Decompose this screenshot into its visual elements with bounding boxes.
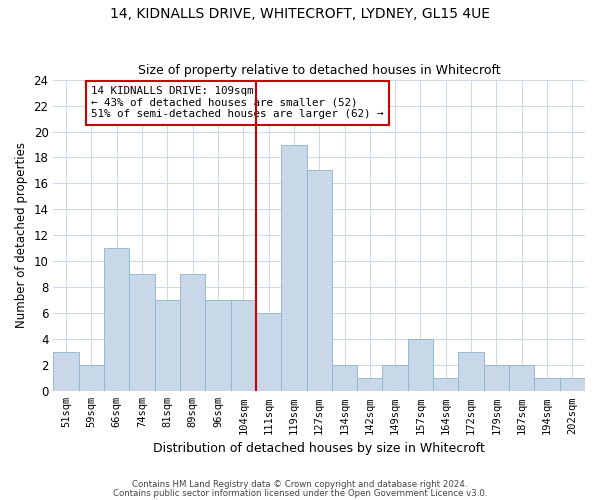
Bar (307, 170, 332, 392)
Bar (408, 340, 433, 392)
Text: 14, KIDNALLS DRIVE, WHITECROFT, LYDNEY, GL15 4UE: 14, KIDNALLS DRIVE, WHITECROFT, LYDNEY, … (110, 8, 490, 22)
Bar (104, 248, 130, 392)
Text: 14 KIDNALLS DRIVE: 109sqm
← 43% of detached houses are smaller (52)
51% of semi-: 14 KIDNALLS DRIVE: 109sqm ← 43% of detac… (91, 86, 384, 120)
Bar (332, 366, 357, 392)
Bar (382, 366, 408, 392)
Bar (53, 352, 79, 392)
Bar (560, 378, 585, 392)
Bar (281, 144, 307, 392)
Bar (509, 366, 535, 392)
Bar (458, 352, 484, 392)
Bar (205, 300, 230, 392)
Bar (535, 378, 560, 392)
Y-axis label: Number of detached properties: Number of detached properties (15, 142, 28, 328)
Text: Contains public sector information licensed under the Open Government Licence v3: Contains public sector information licen… (113, 490, 487, 498)
Bar (357, 378, 382, 392)
Bar (230, 300, 256, 392)
Title: Size of property relative to detached houses in Whitecroft: Size of property relative to detached ho… (138, 64, 500, 77)
Bar (484, 366, 509, 392)
Bar (130, 274, 155, 392)
Text: Contains HM Land Registry data © Crown copyright and database right 2024.: Contains HM Land Registry data © Crown c… (132, 480, 468, 489)
Bar (79, 366, 104, 392)
Bar (433, 378, 458, 392)
Bar (155, 300, 180, 392)
X-axis label: Distribution of detached houses by size in Whitecroft: Distribution of detached houses by size … (153, 442, 485, 455)
Bar (256, 314, 281, 392)
Bar (180, 274, 205, 392)
